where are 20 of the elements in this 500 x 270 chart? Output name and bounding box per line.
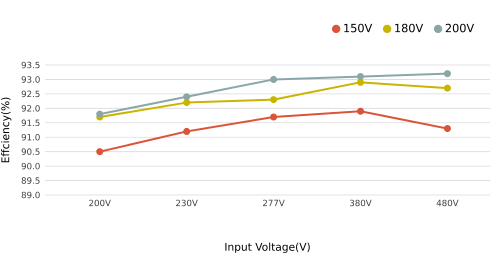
y-tick-label: 89.5 bbox=[22, 177, 40, 184]
legend-label: 150V bbox=[344, 24, 372, 32]
y-tick-label: 91.5 bbox=[22, 120, 40, 126]
y-tick-label: 92.0 bbox=[22, 105, 40, 112]
x-tick-label: 380V bbox=[350, 200, 372, 206]
x-tick-label: 480V bbox=[436, 200, 459, 206]
y-tick-label: 89.0 bbox=[22, 192, 40, 198]
x-tick-label: 277V bbox=[263, 200, 285, 206]
x-tick-label: 230V bbox=[176, 200, 198, 206]
y-tick-label: 90.5 bbox=[22, 148, 40, 155]
y-axis-title: Effciency(%) bbox=[1, 98, 12, 162]
y-tick-label: 90.0 bbox=[22, 162, 40, 170]
y-tick-label: 93.0 bbox=[22, 76, 40, 83]
legend-label: 200V bbox=[446, 24, 474, 32]
y-tick-label: 93.5 bbox=[22, 62, 40, 68]
y-tick-label: 91.0 bbox=[22, 134, 40, 140]
x-axis-title: Input Voltage(V) bbox=[225, 242, 310, 253]
legend-label: 180V bbox=[395, 24, 424, 32]
x-tick-label: 200V bbox=[89, 200, 111, 206]
y-tick-label: 92.5 bbox=[22, 90, 40, 98]
